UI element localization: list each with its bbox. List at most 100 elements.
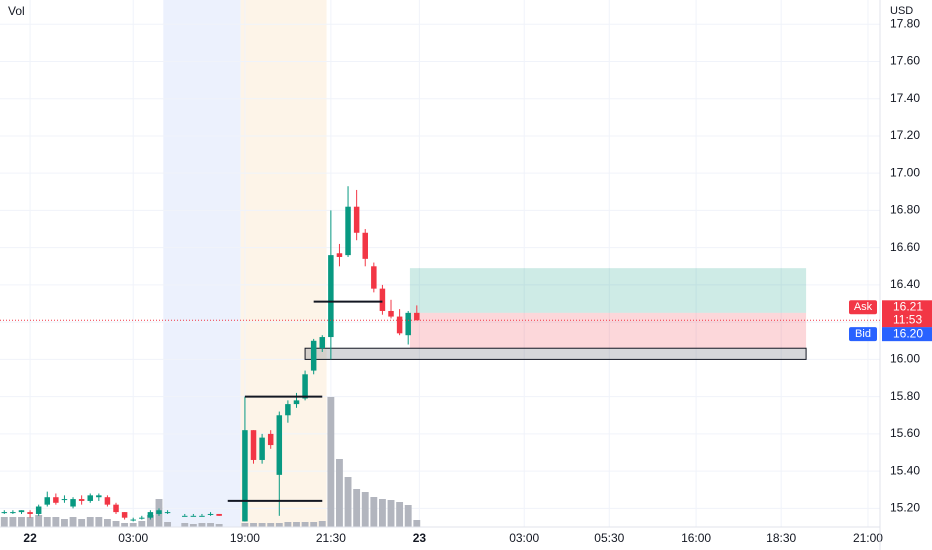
volume-bar xyxy=(121,523,129,527)
volume-bar xyxy=(198,523,206,527)
volume-bar xyxy=(250,523,257,527)
ask-price: 16.21 xyxy=(893,299,923,313)
candle-body xyxy=(1,512,8,514)
candle-body xyxy=(190,515,197,517)
volume-bar xyxy=(0,517,8,527)
candle-body xyxy=(207,513,214,515)
candle-body xyxy=(147,512,154,518)
profit-zone xyxy=(409,268,807,313)
volume-bar xyxy=(181,523,189,527)
volume-bar xyxy=(267,523,275,527)
candle-body xyxy=(388,310,394,317)
volume-bar xyxy=(138,521,146,527)
volume-bar xyxy=(69,517,77,527)
bid-price: 16.20 xyxy=(893,326,923,340)
candle-body xyxy=(336,253,343,257)
candle-body xyxy=(362,232,368,259)
x-tick-label: 21:30 xyxy=(316,531,346,545)
volume-bar xyxy=(86,517,94,527)
price-badge xyxy=(882,300,932,328)
volume-bar xyxy=(284,522,292,527)
volume-bar xyxy=(103,519,111,527)
candle-body xyxy=(164,512,171,514)
volume-bar xyxy=(353,489,361,527)
candle-body xyxy=(70,499,76,507)
volume-bar xyxy=(387,500,395,527)
volume-bar xyxy=(146,515,154,527)
candle-body xyxy=(242,430,248,522)
volume-bar xyxy=(164,522,172,527)
x-tick-label: 16:00 xyxy=(681,531,711,545)
y-tick-label: 15.20 xyxy=(890,501,920,515)
candle-body xyxy=(18,510,25,513)
candle-body xyxy=(35,506,42,514)
x-tick-label: 05:30 xyxy=(594,531,624,545)
candle-body xyxy=(328,255,334,338)
volume-bar xyxy=(43,517,51,527)
candle-body xyxy=(293,400,300,405)
x-tick-label: 18:30 xyxy=(766,531,796,545)
candle-body xyxy=(87,495,93,501)
y-tick-label: 15.80 xyxy=(890,389,920,403)
x-tick-label: 23 xyxy=(413,531,427,545)
candle-body xyxy=(310,340,317,371)
candle-body xyxy=(319,337,326,349)
candle-body xyxy=(396,316,403,334)
volume-bar xyxy=(207,523,214,527)
x-tick-label: 22 xyxy=(23,531,37,545)
volume-bar xyxy=(301,522,309,527)
y-tick-label: 15.40 xyxy=(890,463,920,477)
candle-body xyxy=(156,510,162,514)
volume-bar xyxy=(189,524,197,527)
volume-bar xyxy=(293,522,300,527)
volume-bar xyxy=(336,459,343,527)
y-tick-label: 16.60 xyxy=(890,240,920,254)
candle-body xyxy=(285,404,291,416)
y-tick-label: 17.00 xyxy=(890,165,920,179)
volume-bar xyxy=(404,505,412,527)
volume-bar xyxy=(258,523,266,527)
candle-body xyxy=(10,512,16,514)
volume-bar xyxy=(52,517,60,527)
candle-body xyxy=(113,504,119,513)
ask-label: Ask xyxy=(854,301,873,313)
session-shade xyxy=(163,0,241,527)
candle-body xyxy=(139,517,145,519)
candle-body xyxy=(345,206,351,256)
volume-bar xyxy=(215,524,223,527)
candle-body xyxy=(53,497,59,503)
volume-bar xyxy=(129,523,137,527)
candle-body xyxy=(182,515,188,517)
candle-body xyxy=(371,266,377,289)
y-tick-label: 17.80 xyxy=(890,16,920,30)
y-tick-label: 17.40 xyxy=(890,91,920,105)
bid-badge xyxy=(849,327,877,342)
volume-bar xyxy=(327,397,335,527)
y-tick-label: 17.20 xyxy=(890,128,920,142)
candle-body xyxy=(130,519,136,521)
volume-bar xyxy=(275,523,283,527)
volume-bar xyxy=(112,521,120,527)
volume-bar xyxy=(78,519,86,527)
ask-badge xyxy=(849,300,877,315)
candle-body xyxy=(44,497,51,505)
candle-body xyxy=(405,312,411,336)
volume-bar xyxy=(396,502,404,527)
candle-body xyxy=(259,437,265,460)
candle-body xyxy=(267,433,274,446)
candle-body xyxy=(104,497,111,505)
volume-bar xyxy=(344,477,352,527)
y-tick-label: 16.00 xyxy=(890,352,920,366)
y-tick-label: 17.60 xyxy=(890,54,920,68)
x-tick-label: 21:00 xyxy=(853,531,883,545)
entry-zone xyxy=(304,347,807,360)
candle-body xyxy=(216,513,222,516)
candle-body xyxy=(96,495,102,498)
volume-bar xyxy=(95,517,103,527)
y-tick-label: 16.80 xyxy=(890,203,920,217)
candle-body xyxy=(379,288,386,311)
currency-label: USD xyxy=(890,5,913,17)
y-tick-label: 15.60 xyxy=(890,426,920,440)
bid-price-badge xyxy=(882,327,932,342)
